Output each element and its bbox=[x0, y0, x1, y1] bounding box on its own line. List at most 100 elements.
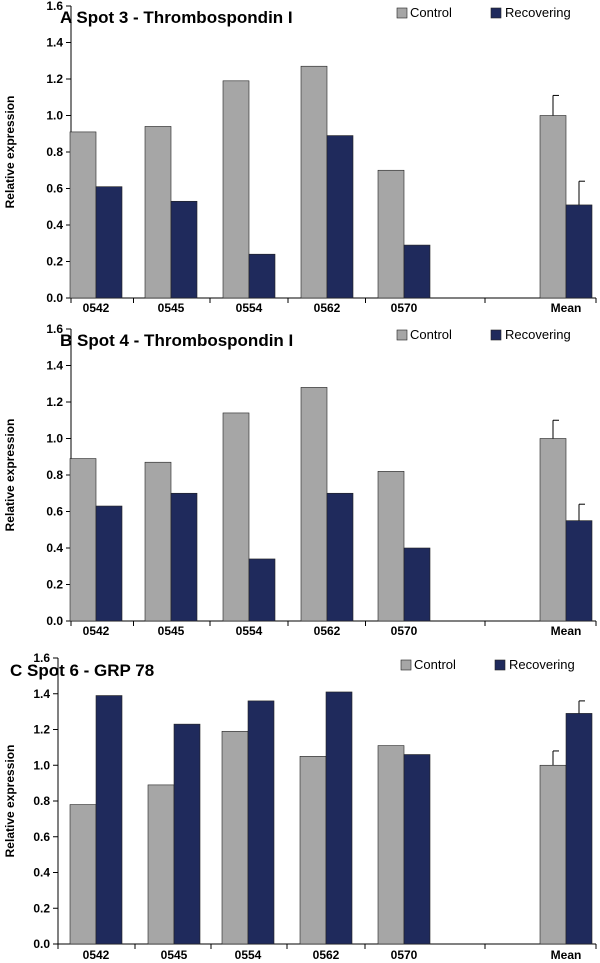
panel-b-bar-recovering-0545 bbox=[170, 492, 198, 622]
panel-c-ylabel: Relative expression bbox=[3, 745, 17, 858]
panel-a-bar-recovering-mean bbox=[565, 204, 593, 299]
panel-a-legend-recovering: Recovering bbox=[505, 5, 571, 20]
panel-c-ytick-label: 0.6 bbox=[33, 830, 50, 844]
panel-b-category-label: 0570 bbox=[391, 624, 418, 638]
panel-b-ytick-label: 0.6 bbox=[46, 505, 63, 519]
panel-a-ytick-label: 1.2 bbox=[46, 72, 63, 86]
panel-c-ytick-label: 0.8 bbox=[33, 794, 50, 808]
panel-b-category-label: 0545 bbox=[158, 624, 185, 638]
panel-c-bar-control-0570 bbox=[377, 745, 405, 945]
panel-c-bar-recovering-mean bbox=[565, 713, 593, 945]
panel-c-legend-control: Control bbox=[414, 657, 456, 672]
panel-a-ytick-label: 0.8 bbox=[46, 145, 63, 159]
panel-a-category-label: 0554 bbox=[236, 301, 263, 315]
panel-a-bar-control-0542 bbox=[69, 131, 97, 299]
panel-a-bar-control-0562 bbox=[300, 65, 328, 299]
panel-b-bar-control-mean bbox=[539, 438, 567, 622]
panel-c-bar-recovering-0542 bbox=[95, 695, 123, 945]
panel-a-legend-control: Control bbox=[410, 5, 452, 20]
panel-a-bar-control-0554 bbox=[222, 80, 250, 299]
panel-c-ytick-label: 1.0 bbox=[33, 758, 50, 772]
panel-b-bar-recovering-0570 bbox=[403, 547, 431, 622]
panel-a-category-label: Mean bbox=[551, 301, 582, 315]
panel-c-bar-control-0554 bbox=[221, 730, 249, 945]
panel-c-category-label: 0570 bbox=[391, 948, 418, 962]
panel-a-bar-recovering-0542 bbox=[95, 186, 123, 299]
panel-b-legend-swatch-control bbox=[396, 329, 408, 341]
panel-b-ylabel: Relative expression bbox=[3, 419, 17, 532]
panel-b-legend-control: Control bbox=[410, 327, 452, 342]
panel-a-ytick-label: 1.0 bbox=[46, 109, 63, 123]
panel-a-bar-recovering-0570 bbox=[403, 244, 431, 299]
panel-a-bar-control-0570 bbox=[377, 169, 405, 299]
panel-c-legend-recovering: Recovering bbox=[509, 657, 575, 672]
panel-a-ytick-label: 1.6 bbox=[46, 0, 63, 13]
panel-a-category-label: 0542 bbox=[83, 301, 110, 315]
panel-c-bar-control-0562 bbox=[299, 756, 327, 945]
panel-c-ytick-label: 1.6 bbox=[33, 651, 50, 665]
panel-a-bar-recovering-0554 bbox=[248, 253, 276, 299]
panel-b-bar-control-0570 bbox=[377, 471, 405, 622]
panel-b-ytick-label: 0.8 bbox=[46, 468, 63, 482]
panel-a-ytick-label: 0.2 bbox=[46, 255, 63, 269]
panel-b-ytick-label: 0.2 bbox=[46, 578, 63, 592]
panel-c-bar-control-0545 bbox=[147, 784, 175, 945]
panel-a-ytick-label: 1.4 bbox=[46, 36, 63, 50]
panel-b-bar-control-0542 bbox=[69, 458, 97, 622]
panel-b-category-label: 0562 bbox=[314, 624, 341, 638]
panel-c-ytick-label: 0.4 bbox=[33, 866, 50, 880]
panel-b-title: B Spot 4 - Thrombospondin I bbox=[60, 331, 293, 350]
panel-b-bar-recovering-mean bbox=[565, 520, 593, 622]
panel-c-ytick-label: 1.4 bbox=[33, 687, 50, 701]
panel-a-bar-recovering-0562 bbox=[326, 135, 354, 299]
panel-a-category-label: 0545 bbox=[158, 301, 185, 315]
panel-a-ytick-label: 0.4 bbox=[46, 218, 63, 232]
panel-b-category-label: 0554 bbox=[236, 624, 263, 638]
panel-b-bar-control-0562 bbox=[300, 387, 328, 622]
panel-c-title: C Spot 6 - GRP 78 bbox=[10, 661, 154, 680]
panel-a-category-label: 0570 bbox=[391, 301, 418, 315]
panel-a-ytick-label: 0.6 bbox=[46, 182, 63, 196]
panel-a-bar-recovering-0545 bbox=[170, 200, 198, 299]
panel-b-ytick-label: 0.0 bbox=[46, 614, 63, 628]
panel-a-legend-swatch-recovering bbox=[490, 7, 502, 19]
panel-b-ytick-label: 1.2 bbox=[46, 395, 63, 409]
panel-c-bar-recovering-0562 bbox=[325, 691, 353, 945]
panel-c-category-label: 0545 bbox=[161, 948, 188, 962]
panel-b-category-label: 0542 bbox=[83, 624, 110, 638]
panel-b-bar-recovering-0562 bbox=[326, 492, 354, 622]
panel-c-category-label: 0542 bbox=[83, 948, 110, 962]
panel-b-ytick-label: 1.0 bbox=[46, 432, 63, 446]
panel-c-bar-recovering-0545 bbox=[173, 723, 201, 945]
panel-c-ytick-label: 0.2 bbox=[33, 901, 50, 915]
panel-a-bar-control-mean bbox=[539, 115, 567, 299]
panel-a-ytick-label: 0.0 bbox=[46, 291, 63, 305]
panel-a-legend-swatch-control bbox=[396, 7, 408, 19]
panel-a-ylabel: Relative expression bbox=[3, 96, 17, 209]
panel-b-bar-control-0545 bbox=[144, 461, 172, 622]
panel-c-category-label: Mean bbox=[551, 948, 582, 962]
panel-c-legend-swatch-recovering bbox=[494, 659, 506, 671]
panel-a-category-label: 0562 bbox=[314, 301, 341, 315]
panel-b-bar-recovering-0554 bbox=[248, 558, 276, 622]
panel-c-bar-control-0542 bbox=[69, 804, 97, 945]
panel-c-category-label: 0554 bbox=[235, 948, 262, 962]
panel-c-legend-swatch-control bbox=[400, 659, 412, 671]
panel-b-legend-recovering: Recovering bbox=[505, 327, 571, 342]
panel-b-ytick-label: 0.4 bbox=[46, 541, 63, 555]
panel-b-legend-swatch-recovering bbox=[490, 329, 502, 341]
panel-c-ytick-label: 1.2 bbox=[33, 723, 50, 737]
panel-a-title: A Spot 3 - Thrombospondin I bbox=[60, 8, 293, 27]
panel-b-bar-control-0554 bbox=[222, 412, 250, 622]
panel-b-ytick-label: 1.4 bbox=[46, 359, 63, 373]
panel-c-bar-control-mean bbox=[539, 764, 567, 945]
panel-b-bar-recovering-0542 bbox=[95, 505, 123, 622]
panel-c-ytick-label: 0.0 bbox=[33, 937, 50, 951]
panel-c-bar-recovering-0570 bbox=[403, 754, 431, 945]
panel-c-bar-recovering-0554 bbox=[247, 700, 275, 945]
panel-a-bar-control-0545 bbox=[144, 126, 172, 299]
panel-b-category-label: Mean bbox=[551, 624, 582, 638]
panel-c-category-label: 0562 bbox=[313, 948, 340, 962]
panel-b-ytick-label: 1.6 bbox=[46, 322, 63, 336]
